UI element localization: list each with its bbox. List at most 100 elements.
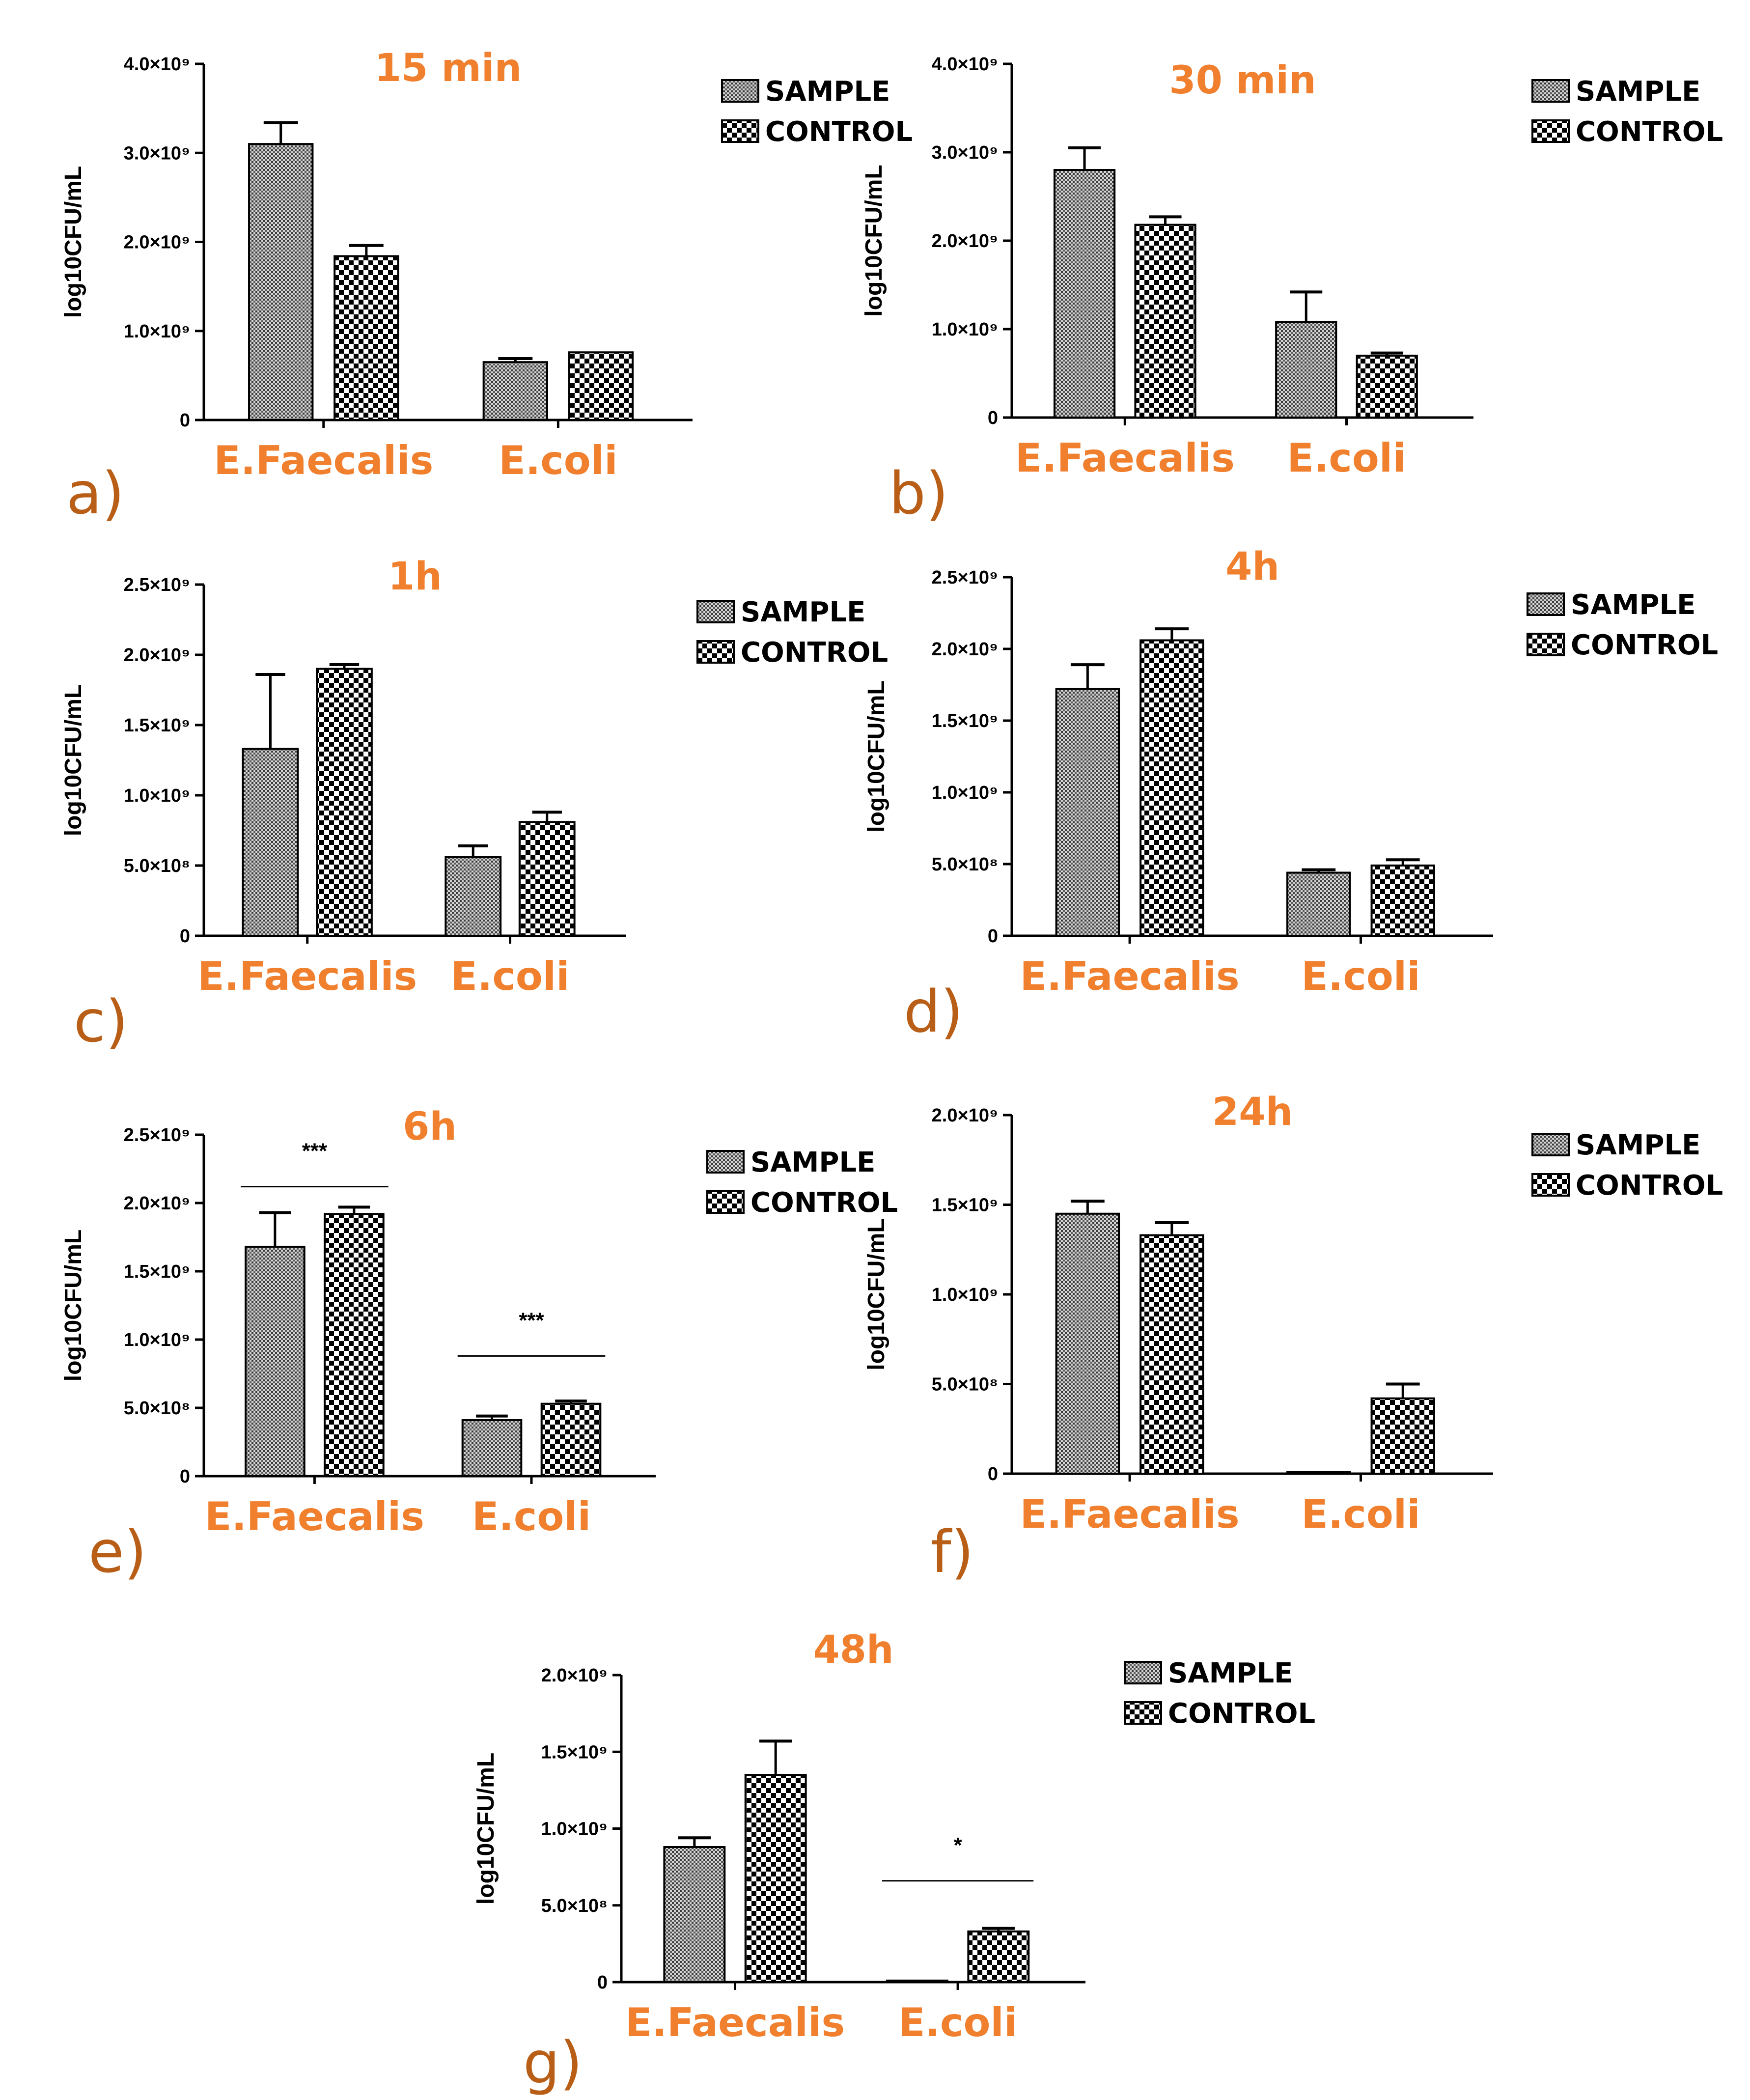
y-tick-label: 1.5×10⁹	[541, 1742, 608, 1763]
chart-panel-a: 0 1.0×10⁹ 2.0×10⁹ 3.0×10⁹ 4.0×10⁹ log10CFU/mL…	[60, 46, 913, 527]
bar-sample-ecoli	[1275, 321, 1337, 419]
bar-control-ecoli	[518, 821, 576, 937]
chart-title: 24h	[1212, 1090, 1293, 1134]
y-tick-label: 2.5×10⁹	[124, 1125, 190, 1146]
legend-swatch-sample	[696, 600, 735, 623]
legend-swatch-control	[696, 640, 735, 664]
legend-label-control: CONTROL	[1576, 116, 1723, 148]
bar-sample-efaecalis	[663, 1846, 726, 1983]
legend-label-control: CONTROL	[1168, 1698, 1315, 1730]
y-tick-label: 4.0×10⁹	[124, 54, 190, 75]
panel-label: d)	[904, 978, 963, 1045]
bar-control-efaecalis	[1139, 1234, 1204, 1475]
legend-label-sample: SAMPLE	[1576, 1129, 1700, 1161]
y-tick-label: 2.5×10⁹	[932, 567, 998, 588]
y-tick-label: 0	[180, 926, 190, 947]
bar-sample-efaecalis	[245, 1245, 306, 1477]
legend: SAMPLE CONTROL	[1531, 1129, 1723, 1202]
bar-sample-efaecalis	[1055, 688, 1120, 937]
legend-label-control: CONTROL	[765, 116, 913, 148]
panel-label: b)	[889, 459, 948, 527]
y-tick-label: 0	[180, 1466, 190, 1487]
y-tick-label: 2.0×10⁹	[124, 1193, 190, 1214]
y-tick-label: 2.0×10⁹	[932, 639, 998, 660]
chart-title: 48h	[813, 1628, 893, 1672]
chart-panel-g: 0 5.0×10⁸ 1.0×10⁹ 1.5×10⁹ 2.0×10⁹ log10CFU/mL…	[473, 1628, 1315, 2097]
bar-control-ecoli	[967, 1930, 1030, 1983]
y-tick-label: 5.0×10⁸	[541, 1896, 608, 1916]
legend: SAMPLE CONTROL	[721, 76, 913, 148]
bar-sample-ecoli	[444, 856, 502, 937]
bar-sample-ecoli	[461, 1419, 523, 1478]
x-category-label: E.Faecalis	[1020, 1491, 1240, 1537]
legend: SAMPLE CONTROL	[696, 596, 888, 669]
bar-sample-efaecalis	[1053, 169, 1116, 419]
y-tick-label: 5.0×10⁸	[932, 1374, 998, 1395]
x-category-label: E.Faecalis	[1015, 435, 1235, 481]
y-axis-label: log10CFU/mL	[863, 680, 889, 832]
legend: SAMPLE CONTROL	[1527, 589, 1718, 661]
bar-control-efaecalis	[744, 1774, 807, 1983]
panel-label: f)	[931, 1518, 974, 1586]
y-axis-label: log10CFU/mL	[863, 1218, 889, 1370]
y-tick-label: 1.5×10⁹	[932, 1195, 998, 1216]
bar-control-ecoli	[568, 351, 634, 421]
y-tick-label: 1.0×10⁹	[124, 1330, 190, 1350]
y-tick-label: 2.0×10⁹	[541, 1665, 608, 1686]
x-category-label: E.coli	[472, 1494, 591, 1540]
y-tick-label: 2.5×10⁹	[124, 575, 190, 595]
legend-swatch-control	[706, 1190, 745, 1214]
y-tick-label: 2.0×10⁹	[124, 232, 190, 253]
bar-sample-ecoli	[1286, 871, 1351, 937]
bar-sample-ecoli	[482, 361, 548, 421]
legend-swatch-sample	[1527, 592, 1565, 616]
x-category-label: E.Faecalis	[214, 438, 433, 483]
y-tick-label: 4.0×10⁹	[932, 54, 998, 75]
panel-label: c)	[74, 987, 128, 1055]
x-category-label: E.coli	[1301, 953, 1420, 999]
y-tick-label: 0	[597, 1972, 608, 1993]
panel-label: e)	[88, 1518, 147, 1586]
y-tick-label: 1.5×10⁹	[932, 711, 998, 731]
y-axis-label: log10CFU/mL	[861, 165, 887, 316]
x-category-label: E.Faecalis	[197, 953, 417, 999]
panel-label: g)	[523, 2029, 583, 2097]
x-category-label: E.Faecalis	[205, 1494, 424, 1540]
chart-title: 6h	[403, 1105, 457, 1149]
chart-panel-e: 0 5.0×10⁸ 1.0×10⁹ 1.5×10⁹ 2.0×10⁹ 2.5×10⁹ log1…	[60, 1105, 898, 1586]
x-category-label: E.Faecalis	[1020, 953, 1240, 999]
y-tick-label: 0	[988, 1464, 998, 1484]
bar-control-efaecalis	[1134, 224, 1196, 419]
y-tick-label: 2.0×10⁹	[124, 645, 190, 666]
legend-swatch-sample	[1124, 1661, 1162, 1684]
y-tick-label: 5.0×10⁸	[932, 854, 998, 875]
y-axis-label: log10CFU/mL	[60, 1230, 86, 1381]
y-tick-label: 1.0×10⁹	[124, 785, 190, 806]
significance-stars: *	[954, 1833, 963, 1857]
y-tick-label: 1.0×10⁹	[932, 1285, 998, 1305]
bar-control-ecoli	[1370, 1397, 1435, 1475]
chart-panel-b: 0 1.0×10⁹ 2.0×10⁹ 3.0×10⁹ 4.0×10⁹ log10CFU/mL…	[861, 54, 1723, 527]
legend-swatch-control	[1531, 1173, 1570, 1197]
legend-label-sample: SAMPLE	[1571, 589, 1695, 621]
significance-stars: ***	[302, 1139, 328, 1163]
legend-swatch-sample	[1531, 79, 1570, 103]
y-tick-label: 0	[180, 410, 190, 431]
legend-label-control: CONTROL	[741, 637, 888, 669]
y-tick-label: 3.0×10⁹	[932, 142, 998, 163]
y-tick-label: 2.0×10⁹	[932, 1105, 998, 1126]
y-tick-label: 1.0×10⁹	[541, 1819, 608, 1840]
x-category-label: E.coli	[898, 2000, 1017, 2045]
chart-panel-f: 0 5.0×10⁸ 1.0×10⁹ 1.5×10⁹ 2.0×10⁹ log10CFU/mL…	[863, 1090, 1723, 1586]
y-tick-label: 0	[988, 408, 998, 428]
legend-swatch-control	[1124, 1701, 1162, 1725]
bar-sample-ecoli	[886, 1979, 948, 1983]
legend-swatch-control	[1527, 633, 1565, 656]
y-tick-label: 5.0×10⁸	[124, 856, 190, 876]
y-tick-label: 1.0×10⁹	[932, 783, 998, 803]
bar-sample-efaecalis	[1055, 1212, 1120, 1475]
legend-swatch-control	[1531, 119, 1570, 143]
legend: SAMPLE CONTROL	[1124, 1657, 1315, 1730]
x-category-label: E.coli	[499, 438, 617, 483]
y-tick-label: 0	[988, 926, 998, 947]
